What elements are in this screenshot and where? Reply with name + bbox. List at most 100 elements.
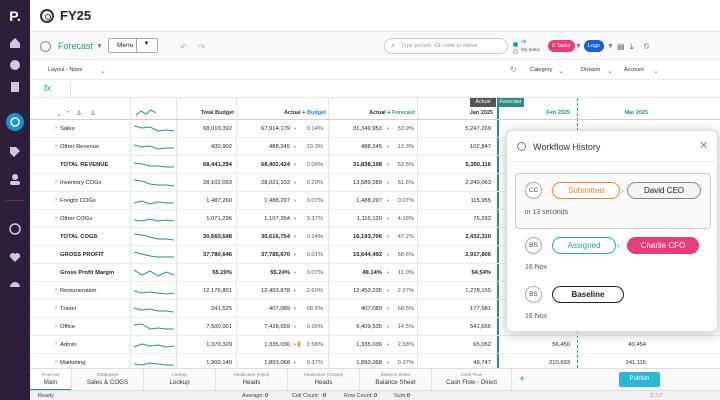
cell-actual-forecast[interactable]: 15,644,492 xyxy=(352,252,382,258)
chevron-down-icon[interactable]: ⌄ xyxy=(558,68,564,75)
chevron-down-icon[interactable]: ▼ xyxy=(607,43,614,50)
cell-total-budget[interactable]: 241,525 xyxy=(211,306,232,312)
table-row[interactable]: TOTAL REVENUE 68,441,294 68,402,424 ▼ 0.06% 3… xyxy=(30,156,720,174)
table-row[interactable]: › Freight COGs 1,487,260 1,488,297 ▼ 0.07% 1,4… xyxy=(30,192,720,210)
expand-row-icon[interactable]: › xyxy=(55,287,57,293)
cell-total-budget[interactable]: 1,900,140 xyxy=(206,360,232,366)
cell-actual-forecast[interactable]: 1,335,036 xyxy=(356,342,382,348)
cell-total-budget[interactable]: 28,102,093 xyxy=(202,180,232,186)
download-icon[interactable]: ⤓ xyxy=(630,42,634,51)
cell-total-budget[interactable]: 37,780,646 xyxy=(202,252,232,258)
add-tab-button[interactable]: + xyxy=(519,374,525,385)
collapse-all-icon[interactable]: ≚ xyxy=(76,111,82,118)
cell-jan[interactable]: 49,747 xyxy=(473,360,491,366)
expand-row-icon[interactable]: › xyxy=(55,341,57,347)
cell-jan[interactable]: 54.54% xyxy=(471,270,491,276)
logs-button[interactable]: Logs xyxy=(584,40,604,52)
cell-jan[interactable]: 5,350,116 xyxy=(465,162,491,168)
scenario-selector[interactable]: Forecast xyxy=(58,41,94,51)
cell-jan[interactable]: 2,917,806 xyxy=(465,252,491,258)
history-icon[interactable] xyxy=(8,222,22,236)
document-icon[interactable]: ▤ xyxy=(617,42,625,51)
user-icon[interactable] xyxy=(8,172,22,186)
tab-sales-cogs[interactable]: Databases Sales & COGS xyxy=(72,369,144,391)
expand-row-icon[interactable]: › xyxy=(55,125,57,131)
table-row[interactable]: › Admin 1,370,329 1,335,036 ▼ 2.58% 1,335,036 ▼… xyxy=(30,336,720,354)
header-total-budget[interactable]: Total Budget xyxy=(200,110,234,116)
cell-actual-forecast[interactable]: 31,349,953 xyxy=(352,126,382,132)
cell-actual-forecast[interactable]: 16,193,706 xyxy=(352,234,382,240)
cell-actual-budget[interactable]: 7,428,659 xyxy=(264,324,290,330)
cell-actual-forecast[interactable]: 407,089 xyxy=(361,306,382,312)
cell-actual-budget[interactable]: 1,488,297 xyxy=(264,198,290,204)
table-row[interactable]: GROSS PROFIT 37,780,646 37,785,670 ▼ 0.01% 15… xyxy=(30,246,720,264)
table-row[interactable]: TOTAL COGS 30,660,648 30,616,754 ▼ 0.14% 16,1… xyxy=(30,228,720,246)
cell-total-budget[interactable]: 68,441,294 xyxy=(202,162,232,168)
undo-icon[interactable]: ↶ xyxy=(180,42,188,52)
cell-actual-budget[interactable]: 488,245 xyxy=(269,144,290,150)
cell-actual-forecast[interactable]: 13,589,289 xyxy=(352,180,382,186)
cell-jan[interactable]: 177,581 xyxy=(470,306,491,312)
gauge-icon[interactable] xyxy=(8,277,22,291)
cell-total-budget[interactable]: 12,176,801 xyxy=(202,288,232,294)
cell-jan[interactable]: 76,292 xyxy=(473,216,491,222)
chevron-down-icon[interactable]: ⌄ xyxy=(100,68,106,75)
cell-actual-budget[interactable]: 1,893,068 xyxy=(264,360,290,366)
expand-row-icon[interactable]: › xyxy=(55,215,57,221)
cell-actual-forecast[interactable]: 6,409,535 xyxy=(356,324,382,330)
cell-total-budget[interactable]: 68,010,392 xyxy=(202,126,232,132)
table-row[interactable]: › Inventory COGs 28,102,093 28,021,103 ▼ 0.29… xyxy=(30,174,720,192)
expand-row-icon[interactable]: › xyxy=(55,323,57,329)
table-row[interactable]: › Other Revenue 430,902 488,245 ▼ 13.3% 488,24… xyxy=(30,138,720,156)
cell-jan[interactable]: 2,432,310 xyxy=(465,234,491,240)
expand-row-icon[interactable]: › xyxy=(55,197,57,203)
table-row[interactable]: › Travel 241,525 407,089 ▼ 68.5% 407,089 ▼ 68.5%… xyxy=(30,300,720,318)
table-row[interactable]: › Remuneration 12,176,801 12,493,878 ▼ 2.60% 1… xyxy=(30,282,720,300)
all-tasks-radio[interactable] xyxy=(513,42,518,47)
category-filter[interactable]: Category xyxy=(530,67,553,73)
expand-icon[interactable]: ⌃ xyxy=(65,111,71,118)
cell-jan[interactable]: 5,247,269 xyxy=(465,126,491,132)
table-row[interactable]: › Office 7,500,001 7,428,659 ▼ 0.95% 6,409,535… xyxy=(30,318,720,336)
header-jan[interactable]: Jan 2025 xyxy=(469,110,493,116)
cell-actual-budget[interactable]: 28,021,103 xyxy=(260,180,290,186)
cell-actual-forecast[interactable]: 12,453,235 xyxy=(352,288,382,294)
reports-icon[interactable] xyxy=(8,80,22,94)
table-row[interactable]: › Sales 68,010,392 67,914,179 ▼ 0.14% 31,349,9… xyxy=(30,120,720,138)
expand-row-icon[interactable]: › xyxy=(55,359,57,365)
account-filter[interactable]: Account xyxy=(624,67,644,73)
tag-icon[interactable] xyxy=(8,145,22,159)
refresh-icon[interactable]: ↻ xyxy=(510,65,517,74)
cell-total-budget[interactable]: 7,500,001 xyxy=(206,324,232,330)
cell-actual-forecast[interactable]: 49.14% xyxy=(362,270,382,276)
cell-actual-budget[interactable]: 55.24% xyxy=(270,270,290,276)
expand-row-icon[interactable]: › xyxy=(55,143,57,149)
tab-cash-flow-direct[interactable]: Cash Flow Cash Flow - Direct xyxy=(432,369,512,391)
tab-heads[interactable]: Headcount (Input) Heads xyxy=(216,369,288,391)
cell-actual-budget[interactable]: 1,107,354 xyxy=(264,216,290,222)
cell-jan[interactable]: 102,847 xyxy=(470,144,491,150)
heart-icon[interactable] xyxy=(8,250,22,264)
cell-actual-forecast[interactable]: 1,893,068 xyxy=(356,360,382,366)
redo-icon[interactable]: ↷ xyxy=(198,42,206,52)
my-tasks-radio[interactable] xyxy=(513,49,518,54)
cell-total-budget[interactable]: 1,071,296 xyxy=(206,216,232,222)
publish-button[interactable]: Publish xyxy=(619,372,660,387)
header-actual-budget[interactable]: Actual + Budget xyxy=(236,110,326,116)
chevron-down-icon[interactable]: ▼ xyxy=(575,43,582,50)
dashboard-icon[interactable] xyxy=(8,58,22,72)
cell-actual-forecast[interactable]: 1,116,120 xyxy=(356,216,382,222)
cell-actual-budget[interactable]: 37,785,670 xyxy=(260,252,290,258)
tasks-badge[interactable]: 0 Tasks xyxy=(548,40,575,52)
chevron-down-icon[interactable]: ▼ xyxy=(96,43,103,50)
cell-feb[interactable]: 56,450 xyxy=(552,342,570,348)
home-icon[interactable] xyxy=(8,36,22,50)
cell-actual-budget[interactable]: 68,402,424 xyxy=(260,162,290,168)
planning-icon[interactable] xyxy=(8,115,22,129)
cell-total-budget[interactable]: 30,660,648 xyxy=(202,234,232,240)
header-feb[interactable]: Feb 2025 xyxy=(546,110,570,116)
cell-actual-forecast[interactable]: 1,488,297 xyxy=(356,198,382,204)
notifications-off-icon[interactable]: ⍉ xyxy=(644,42,649,51)
cell-mar[interactable]: 141,115 xyxy=(625,360,646,366)
search-input[interactable]: ⌕ Type person, GL code or status xyxy=(384,38,508,54)
